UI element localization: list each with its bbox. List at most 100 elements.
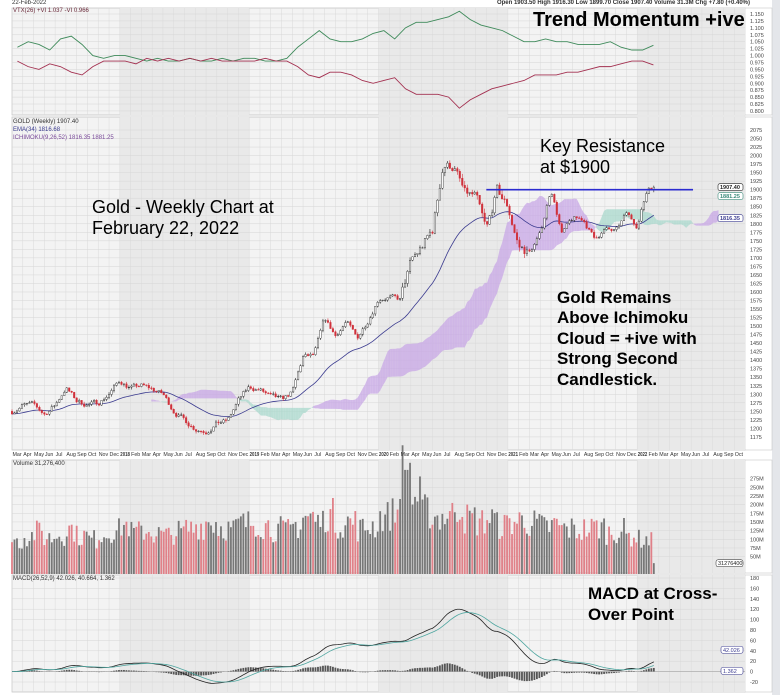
- candle-body: [292, 387, 295, 393]
- candle-body: [610, 228, 613, 231]
- volume-bar: [605, 544, 608, 574]
- y-tick-label: 1475: [750, 333, 762, 339]
- candle-body: [210, 430, 213, 434]
- candle-body: [423, 238, 426, 248]
- x-tick-label: Mar: [401, 452, 410, 458]
- candle-body: [361, 328, 364, 335]
- candle-body: [93, 400, 96, 403]
- macd-histogram-bar: [123, 669, 125, 672]
- ichimoku-cloud-segment: [387, 349, 391, 377]
- volume-bar: [309, 513, 312, 574]
- volume-bar: [503, 514, 506, 574]
- candle-body: [575, 216, 578, 219]
- ichimoku-cloud-segment: [260, 407, 264, 416]
- candle-body: [217, 421, 220, 424]
- volume-bar: [215, 522, 217, 574]
- volume-bar: [73, 541, 76, 574]
- candle-body: [63, 392, 66, 396]
- macd-signal-line: [11, 612, 654, 683]
- y-tick-label: 0.850: [750, 95, 764, 101]
- volume-bar: [98, 540, 100, 574]
- ichimoku-cloud-segment: [365, 378, 368, 400]
- candle-body: [222, 419, 225, 423]
- ichimoku-cloud-segment: [636, 209, 639, 220]
- ichimoku-cloud-segment: [285, 407, 289, 420]
- volume-bar: [443, 524, 446, 574]
- volume-bar: [192, 532, 195, 574]
- candle-body: [468, 192, 471, 194]
- candle-body: [197, 430, 200, 432]
- macd-histogram-bar: [580, 671, 583, 673]
- candle-body: [162, 392, 165, 396]
- macd-histogram-bar: [523, 671, 526, 682]
- x-tick-label: Nov: [228, 452, 238, 458]
- ichimoku-cloud-segment: [380, 363, 383, 391]
- volume-bar: [115, 530, 118, 574]
- macd-histogram-bar: [319, 666, 322, 672]
- volume-bar: [80, 544, 83, 574]
- macd-histogram-bar: [652, 667, 655, 672]
- volume-bar: [50, 542, 53, 574]
- macd-histogram-bar: [640, 670, 643, 672]
- y-tick-label: 2000: [750, 154, 762, 160]
- candle-body: [458, 171, 461, 179]
- y-tick-label: 100M: [750, 537, 764, 543]
- macd-histogram-bar: [78, 670, 81, 672]
- ichimoku-cloud-segment: [308, 407, 311, 411]
- x-tick-label: Jul: [444, 452, 451, 458]
- ichimoku-cloud-segment: [188, 392, 192, 399]
- volume-bar: [386, 502, 389, 574]
- volume-bar: [242, 513, 245, 574]
- volume-bar: [18, 548, 21, 574]
- macd-histogram-bar: [336, 668, 339, 672]
- volume-bar: [376, 531, 379, 574]
- candle-body: [132, 383, 135, 387]
- candle-body: [399, 298, 402, 300]
- volume-bar: [590, 518, 593, 574]
- ichimoku-cloud-segment: [688, 220, 692, 226]
- candle-body: [530, 249, 533, 252]
- macd-histogram-bar: [172, 671, 175, 675]
- candle-body: [376, 302, 379, 307]
- volume-bar: [85, 531, 88, 574]
- candle-body: [108, 394, 111, 398]
- volume-bar: [528, 535, 531, 574]
- macd-badge-label: 1.362: [723, 669, 737, 675]
- volume-bar: [329, 509, 332, 574]
- x-tick-label: Oct: [605, 452, 614, 458]
- macd-histogram-bar: [548, 671, 551, 673]
- macd-histogram-bar: [38, 670, 41, 672]
- ichimoku-cloud-segment: [186, 392, 189, 399]
- macd-histogram-bar: [493, 671, 496, 679]
- x-tick-label: Nov: [487, 452, 497, 458]
- x-tick-label: Apr: [153, 452, 161, 458]
- volume-bar: [259, 537, 262, 574]
- macd-histogram-bar: [545, 671, 548, 675]
- macd-histogram-bar: [391, 670, 394, 672]
- y-tick-label: 1.100: [750, 26, 764, 32]
- y-tick-label: 160: [750, 586, 759, 592]
- volume-bar: [399, 499, 401, 574]
- candle-body: [428, 231, 431, 236]
- ichimoku-cloud-segment: [432, 332, 435, 360]
- macd-badge: [720, 667, 744, 675]
- ichimoku-cloud-segment: [706, 217, 709, 226]
- candle-body: [160, 390, 163, 393]
- volume-bar: [645, 536, 648, 574]
- macd-histogram-bar: [309, 667, 312, 672]
- candle-body: [15, 410, 18, 413]
- candle-body: [264, 391, 267, 394]
- macd-histogram-bar: [441, 664, 444, 672]
- x-tick-label: Apr: [282, 452, 290, 458]
- candle-body: [115, 382, 118, 386]
- macd-histogram-bar: [431, 667, 434, 672]
- volume-bar: [185, 519, 188, 574]
- volume-bar: [182, 526, 185, 574]
- volume-bar: [406, 469, 409, 574]
- macd-histogram-bar: [254, 667, 257, 672]
- y-tick-label: 1875: [750, 196, 762, 202]
- volume-bar: [28, 540, 31, 574]
- y-tick-label: 1.050: [750, 40, 764, 46]
- macd-histogram-bar: [334, 667, 337, 672]
- volume-bar: [521, 515, 523, 574]
